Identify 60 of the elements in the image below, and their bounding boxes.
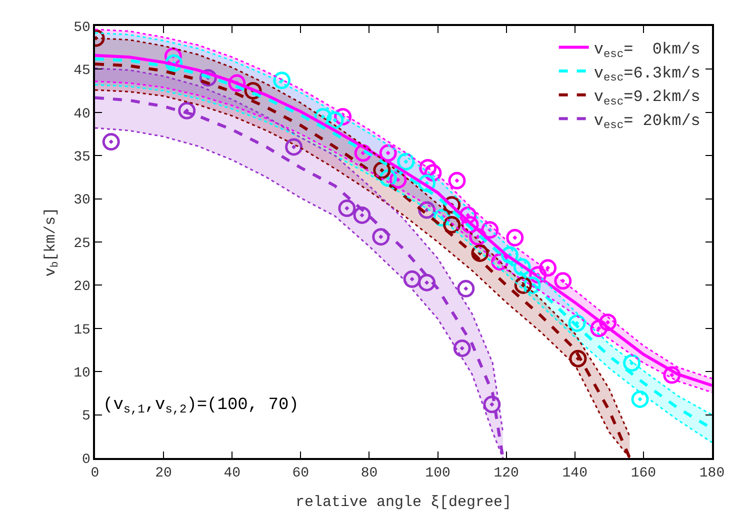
point — [228, 74, 246, 92]
y-tick-label: 5 — [82, 408, 90, 425]
point — [453, 340, 471, 358]
point — [372, 228, 390, 246]
point — [443, 216, 461, 234]
x-tick-label: 40 — [224, 466, 241, 482]
y-tick-label: 25 — [74, 236, 90, 252]
legend-label: v$_{esc}$=9.2km/s — [594, 88, 700, 108]
x-tick-label: 100 — [425, 466, 450, 482]
x-axis-title: relative angle ξ[degree] — [295, 494, 512, 512]
y-tick-label: 20 — [74, 279, 90, 296]
point — [102, 133, 120, 151]
x-tick-label: 20 — [155, 466, 172, 482]
point — [273, 72, 291, 90]
point — [338, 200, 356, 218]
x-tick-label: 60 — [292, 466, 310, 482]
point — [448, 172, 466, 190]
point — [418, 274, 436, 292]
y-tick-label: 50 — [74, 20, 90, 36]
point — [285, 138, 303, 156]
x-tick-label: 80 — [360, 466, 378, 482]
y-tick-label: 0 — [82, 452, 90, 468]
point — [590, 320, 608, 338]
point — [539, 259, 557, 277]
legend-label: v$_{esc}$= 0km/s — [594, 40, 700, 61]
point — [631, 390, 649, 408]
x-tick-label: 140 — [562, 466, 588, 482]
point — [599, 314, 617, 332]
point — [418, 174, 436, 192]
y-tick-label: 45 — [74, 63, 90, 80]
point — [506, 228, 524, 246]
point — [419, 158, 437, 176]
y-tick-label: 15 — [74, 322, 90, 338]
point — [397, 152, 415, 170]
y-tick-label: 10 — [74, 366, 90, 382]
point — [554, 272, 572, 290]
point — [471, 244, 489, 262]
point — [568, 314, 586, 332]
point — [569, 350, 587, 368]
y-tick-label: 40 — [74, 106, 90, 122]
point — [403, 270, 421, 288]
legend-label: v$_{esc}$= 20km/s — [594, 112, 700, 132]
point — [457, 280, 475, 298]
point — [424, 164, 442, 182]
y-tick-label: 30 — [74, 192, 90, 209]
point — [459, 206, 477, 224]
annotation: (v$_{s,1}$,v$_{s,2}$)=(100, 70) — [103, 396, 299, 417]
point — [461, 216, 479, 234]
x-tick-label: 160 — [630, 466, 656, 482]
x-tick-label: 120 — [494, 466, 519, 482]
point — [623, 354, 641, 372]
point — [663, 366, 681, 384]
legend-label: v$_{esc}$=6.3km/s — [594, 64, 700, 85]
point — [514, 276, 532, 294]
y-tick-label: 35 — [74, 150, 90, 166]
point — [353, 206, 371, 224]
point — [178, 102, 196, 120]
x-tick-label: 180 — [699, 466, 725, 482]
point — [326, 111, 344, 129]
point — [483, 396, 501, 414]
